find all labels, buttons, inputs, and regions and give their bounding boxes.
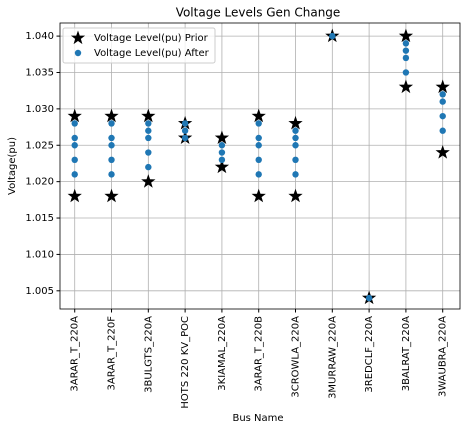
y-tick-label: 1.030 bbox=[25, 104, 54, 115]
circle-marker bbox=[218, 149, 226, 156]
circle-marker bbox=[181, 127, 189, 134]
y-tick-label: 1.015 bbox=[25, 213, 54, 224]
circle-marker bbox=[292, 171, 299, 178]
star-marker bbox=[435, 79, 450, 94]
star-marker bbox=[288, 188, 303, 203]
circle-marker bbox=[181, 120, 189, 127]
circle-marker bbox=[255, 171, 262, 178]
star-marker bbox=[67, 108, 82, 123]
plot-frame bbox=[59, 22, 461, 310]
circle-marker bbox=[292, 142, 299, 149]
circle-marker bbox=[218, 156, 226, 164]
y-tick-label: 1.040 bbox=[25, 31, 54, 42]
x-tick-label: 3ARAR_T_220B bbox=[254, 316, 265, 392]
circle-marker bbox=[439, 112, 446, 120]
star-marker bbox=[251, 188, 266, 203]
star-marker bbox=[251, 108, 266, 123]
x-tick-label: 3KIAMAL_220A bbox=[217, 316, 228, 391]
y-tick-label: 1.020 bbox=[25, 177, 54, 188]
circle-marker bbox=[402, 69, 410, 76]
circle-marker bbox=[292, 127, 299, 134]
star-marker bbox=[141, 174, 156, 188]
x-tick-label: HOTS 220 KV_POC bbox=[180, 316, 191, 409]
star-marker bbox=[398, 28, 414, 43]
circle-marker bbox=[71, 134, 78, 142]
circle-marker bbox=[108, 156, 115, 164]
star-marker bbox=[435, 145, 450, 159]
circle-marker bbox=[218, 142, 226, 149]
circle-marker bbox=[329, 32, 336, 40]
x-tick-label: 3REDCLF_220A bbox=[364, 316, 375, 393]
circle-marker bbox=[292, 156, 299, 164]
x-tick-label: 3MURRAW_220A bbox=[327, 316, 338, 399]
circle-marker bbox=[181, 134, 189, 142]
circle-marker bbox=[108, 171, 115, 178]
star-marker bbox=[141, 108, 156, 123]
y-tick-label: 1.005 bbox=[25, 286, 54, 297]
circle-marker bbox=[439, 127, 446, 134]
legend-box bbox=[62, 27, 216, 64]
circle-marker bbox=[71, 171, 78, 178]
star-marker bbox=[67, 188, 82, 203]
legend-label: Voltage Level(pu) Prior bbox=[94, 33, 209, 44]
star-marker bbox=[288, 115, 303, 130]
x-tick-label: 3BALRAT_220A bbox=[401, 316, 412, 391]
star-marker bbox=[104, 108, 119, 123]
circle-marker bbox=[439, 98, 446, 105]
circle-marker bbox=[255, 120, 262, 127]
circle-marker bbox=[402, 54, 410, 62]
x-tick-label: 3ARAR_T_220F bbox=[107, 316, 118, 391]
circle-marker bbox=[145, 127, 152, 134]
circle-marker bbox=[255, 156, 262, 164]
circle-marker bbox=[292, 134, 299, 142]
x-axis-label: Bus Name bbox=[232, 413, 283, 424]
circle-marker bbox=[255, 134, 262, 142]
circle-marker bbox=[74, 49, 82, 57]
circle-marker bbox=[108, 120, 115, 127]
circle-marker bbox=[365, 294, 373, 302]
circle-marker bbox=[71, 156, 78, 164]
circle-marker bbox=[402, 47, 410, 54]
circle-marker bbox=[145, 163, 152, 171]
star-marker bbox=[214, 159, 230, 174]
x-tick-label: 3CROWLA_220A bbox=[291, 316, 302, 398]
grid bbox=[60, 23, 460, 309]
x-tick-label: 3BULGTS_220A bbox=[143, 316, 154, 393]
legend: Voltage Level(pu) Prior Voltage Level(pu)… bbox=[62, 27, 216, 64]
y-tick-label: 1.025 bbox=[25, 140, 54, 151]
y-tick-label: 1.010 bbox=[25, 249, 54, 260]
circle-marker bbox=[108, 142, 115, 149]
circle-marker bbox=[145, 149, 152, 156]
y-axis-label: Voltage(pu) bbox=[7, 137, 18, 195]
legend-label: Voltage Level(pu) After bbox=[94, 48, 210, 59]
circle-marker bbox=[402, 40, 410, 47]
chart-title: Voltage Levels Gen Change bbox=[176, 6, 341, 20]
circle-marker bbox=[145, 120, 152, 127]
circle-marker bbox=[255, 142, 262, 149]
x-tick-label: 3WAUBRA_220A bbox=[438, 316, 449, 397]
circle-marker bbox=[145, 134, 152, 142]
star-marker bbox=[104, 188, 119, 203]
circle-marker bbox=[71, 120, 78, 127]
circle-marker bbox=[108, 134, 115, 142]
circle-marker bbox=[71, 142, 78, 149]
x-tick-label: 3ARAR_T_220A bbox=[70, 316, 81, 392]
star-marker bbox=[398, 79, 414, 94]
y-tick-label: 1.035 bbox=[25, 67, 54, 78]
star-marker bbox=[214, 130, 230, 145]
star-marker bbox=[70, 30, 86, 45]
circle-marker bbox=[439, 91, 446, 98]
